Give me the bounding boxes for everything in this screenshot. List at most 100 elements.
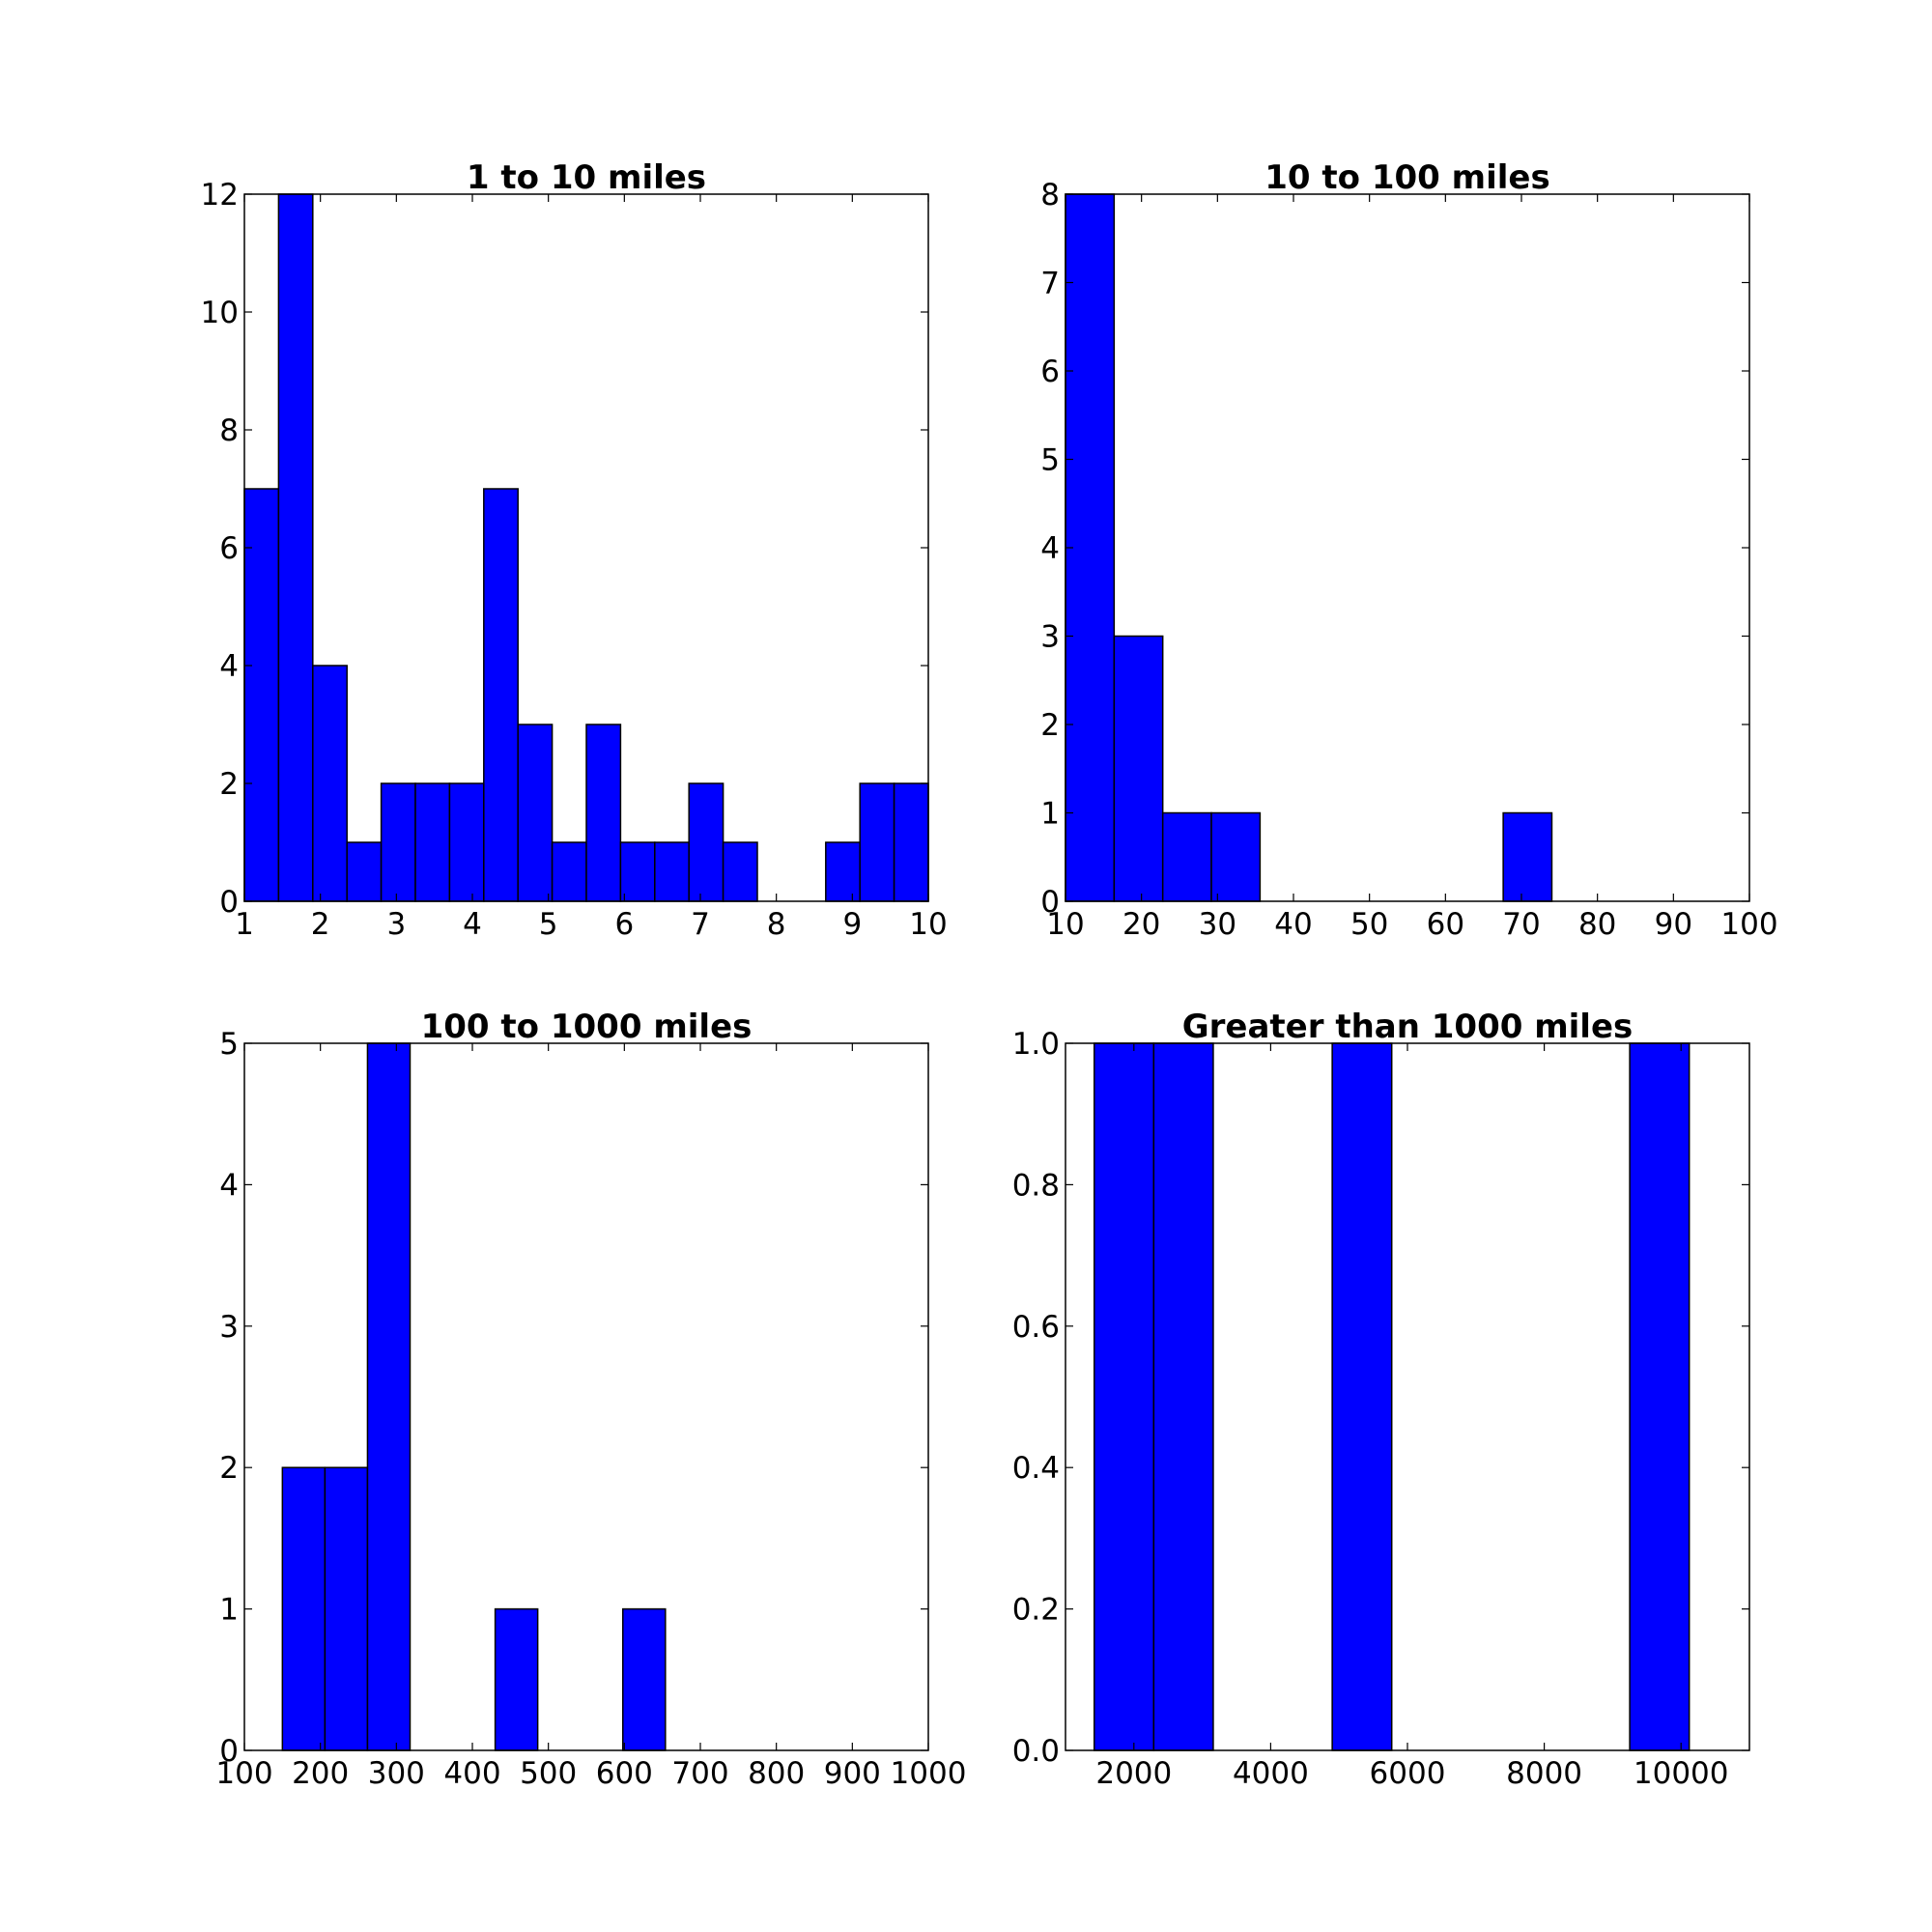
histogram-bar	[448, 782, 485, 902]
histogram-bar	[1093, 1042, 1155, 1751]
x-tick-label: 900	[824, 1756, 881, 1791]
panel-title: 10 to 100 miles	[1264, 158, 1549, 197]
y-tick-label: 0.2	[1012, 1593, 1060, 1628]
x-tick-label: 6	[614, 907, 634, 942]
histogram-bar	[622, 1607, 667, 1751]
x-tick-label: 10000	[1634, 1756, 1729, 1791]
x-tick-label: 800	[748, 1756, 805, 1791]
x-tick-label: 400	[443, 1756, 500, 1791]
histogram-bar	[585, 724, 622, 902]
y-tick-label: 2	[219, 1451, 239, 1486]
histogram-bar	[1502, 811, 1553, 902]
histogram-bar	[380, 782, 416, 902]
y-tick-label: 8	[219, 413, 239, 448]
x-tick-label: 70	[1502, 907, 1540, 942]
panel-title: Greater than 1000 miles	[1182, 1008, 1634, 1046]
histogram-bar	[366, 1042, 412, 1751]
x-tick-label: 600	[596, 1756, 653, 1791]
y-tick-label: 1	[219, 1593, 239, 1628]
y-tick-label: 0	[219, 885, 239, 920]
x-tick-label: 9	[842, 907, 862, 942]
y-tick-label: 5	[219, 1027, 239, 1062]
x-tick-label: 90	[1655, 907, 1692, 942]
x-tick-label: 200	[292, 1756, 349, 1791]
y-tick-label: 2	[1040, 708, 1060, 743]
histogram-bar	[1113, 635, 1164, 902]
panel-title: 100 to 1000 miles	[421, 1008, 753, 1046]
x-tick-label: 4000	[1233, 1756, 1309, 1791]
y-tick-label: 1	[1040, 797, 1060, 832]
histogram-bar	[893, 782, 929, 902]
y-tick-label: 3	[1040, 620, 1060, 655]
y-tick-label: 5	[1040, 443, 1060, 478]
y-tick-label: 3	[219, 1310, 239, 1345]
histogram-bar	[346, 841, 383, 902]
histogram-bar	[324, 1466, 369, 1751]
y-tick-label: 6	[219, 531, 239, 566]
histogram-bar	[1331, 1042, 1393, 1751]
y-tick-label: 1.0	[1012, 1027, 1060, 1062]
histogram-bar	[825, 841, 861, 902]
histogram-panel-2: 10 20 30 40 50 60 70 80 90 100 0 1 2 3 4 5 6 7 8 10 to 100 …	[1040, 158, 1777, 942]
y-tick-label: 0.8	[1012, 1168, 1060, 1203]
x-tick-label: 60	[1427, 907, 1464, 942]
x-tick-label: 1	[235, 907, 254, 942]
x-tick-label: 500	[520, 1756, 577, 1791]
panel-title: 1 to 10 miles	[467, 158, 706, 197]
y-tick-label: 6	[1040, 355, 1060, 389]
histogram-bar	[551, 841, 587, 902]
histogram-bar	[1629, 1042, 1690, 1751]
histogram-bar	[277, 193, 314, 902]
histogram-bar	[1210, 811, 1262, 902]
histogram-bar	[312, 665, 348, 902]
histogram-bar	[722, 841, 758, 902]
histogram-bar	[414, 782, 451, 902]
histogram-bar	[1152, 1042, 1214, 1751]
x-tick-label: 8	[767, 907, 786, 942]
x-tick-label: 6000	[1370, 1756, 1446, 1791]
y-tick-label: 12	[201, 178, 239, 213]
histogram-bar	[619, 841, 656, 902]
x-tick-label: 10	[909, 907, 947, 942]
x-tick-label: 7	[691, 907, 710, 942]
x-tick-label: 20	[1122, 907, 1160, 942]
y-tick-label: 0.4	[1012, 1451, 1060, 1486]
histogram-panel-4: 2000 4000 6000 8000 10000 0.0 0.2 0.4 0.6 0.8 1.0 G…	[1012, 1008, 1750, 1791]
histogram-bar	[483, 488, 519, 902]
x-tick-label: 10	[1046, 907, 1084, 942]
histogram-bar	[243, 488, 280, 902]
x-tick-label: 40	[1274, 907, 1312, 942]
histogram-bar	[688, 782, 724, 902]
y-tick-label: 0.0	[1012, 1734, 1060, 1769]
y-tick-label: 4	[219, 1168, 239, 1203]
x-tick-label: 2000	[1095, 1756, 1172, 1791]
x-tick-label: 2	[311, 907, 330, 942]
x-tick-label: 50	[1350, 907, 1388, 942]
x-tick-label: 1000	[891, 1756, 967, 1791]
histogram-bar	[494, 1607, 539, 1751]
histogram-bar	[281, 1466, 327, 1751]
y-tick-label: 2	[219, 767, 239, 802]
x-tick-label: 30	[1199, 907, 1236, 942]
x-tick-label: 8000	[1506, 1756, 1582, 1791]
y-tick-label: 4	[1040, 531, 1060, 566]
histogram-panel-3: 100 200 300 400 500 600 700 800 900 1000 0 1 2 3 4 5 100…	[215, 1008, 966, 1791]
x-tick-label: 100	[1720, 907, 1777, 942]
histogram-bar	[517, 724, 554, 902]
histogram-bar	[859, 782, 895, 902]
y-tick-label: 8	[1040, 178, 1060, 213]
y-tick-label: 7	[1040, 267, 1060, 301]
histogram-bar	[1161, 811, 1212, 902]
histogram-bar	[654, 841, 690, 902]
x-tick-label: 100	[215, 1756, 272, 1791]
y-tick-label: 0	[219, 1734, 239, 1769]
axes-frame	[243, 1042, 929, 1751]
x-tick-label: 80	[1578, 907, 1616, 942]
x-tick-label: 3	[386, 907, 406, 942]
x-tick-label: 4	[463, 907, 482, 942]
axes-frame	[1065, 193, 1750, 902]
y-tick-label: 4	[219, 649, 239, 684]
x-tick-label: 5	[539, 907, 558, 942]
